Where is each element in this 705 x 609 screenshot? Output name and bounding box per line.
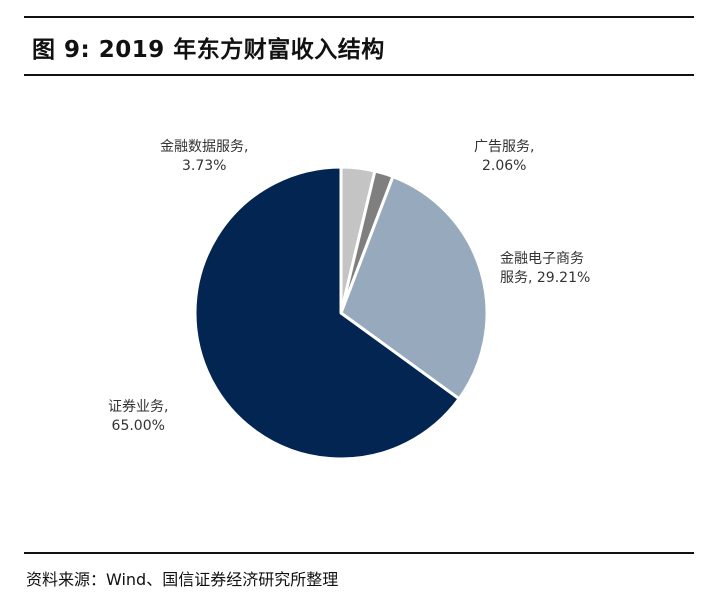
label-advertising-name: 广告服务, [474, 139, 535, 155]
label-financial-data-name: 金融数据服务, [160, 139, 249, 155]
slice-ecommerce [339, 175, 489, 401]
label-ecommerce-name: 金融电子商务 [500, 251, 584, 267]
label-securities-value: 65.00% [111, 418, 165, 434]
label-ecommerce-value: 服务, 29.21% [500, 270, 591, 286]
label-advertising: 广告服务, 2.06% [474, 138, 534, 176]
bottom-rule [24, 552, 694, 554]
label-securities: 证券业务, 65.00% [108, 398, 168, 436]
title-rule [24, 74, 694, 76]
label-advertising-value: 2.06% [481, 158, 527, 174]
source-note: 资料来源：Wind、国信证券经济研究所整理 [26, 570, 339, 589]
slice-securities [193, 165, 461, 461]
top-rule [24, 16, 694, 18]
label-financial-data-value: 3.73% [181, 158, 227, 174]
label-financial-data: 金融数据服务, 3.73% [160, 138, 248, 176]
chart-title: 图 9: 2019 年东方财富收入结构 [32, 37, 385, 63]
label-ecommerce: 金融电子商务 服务, 29.21% [500, 250, 590, 288]
label-securities-name: 证券业务, [108, 399, 169, 415]
